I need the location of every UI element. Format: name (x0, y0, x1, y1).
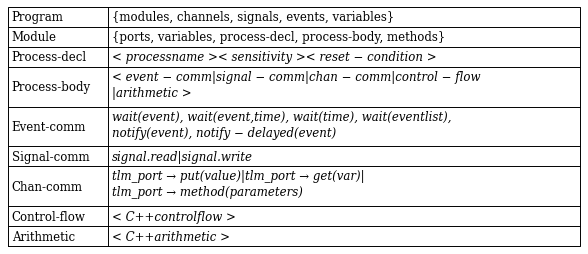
Text: Process-decl: Process-decl (12, 51, 87, 64)
Text: notify(event), notify − delayed(event): notify(event), notify − delayed(event) (112, 126, 336, 139)
Text: tlm_port → method(parameters): tlm_port → method(parameters) (112, 186, 303, 199)
Text: {modules, channels, signals, events, variables}: {modules, channels, signals, events, var… (112, 11, 395, 24)
Text: Arithmetic: Arithmetic (12, 230, 75, 243)
Text: Module: Module (12, 31, 57, 44)
Text: < processname >< sensitivity >< reset − condition >: < processname >< sensitivity >< reset − … (112, 51, 437, 64)
Text: Process-body: Process-body (12, 81, 91, 94)
Text: < C++arithmetic >: < C++arithmetic > (112, 230, 230, 243)
Text: Signal-comm: Signal-comm (12, 150, 89, 163)
Text: signal.read|signal.write: signal.read|signal.write (112, 150, 253, 163)
Text: Control-flow: Control-flow (12, 210, 86, 223)
Text: Program: Program (12, 11, 64, 24)
Text: Chan-comm: Chan-comm (12, 180, 83, 193)
Text: wait(event), wait(event,time), wait(time), wait(eventlist),: wait(event), wait(event,time), wait(time… (112, 110, 452, 123)
Text: |arithmetic >: |arithmetic > (112, 86, 192, 99)
Text: tlm_port → put(value)|tlm_port → get(var)|: tlm_port → put(value)|tlm_port → get(var… (112, 170, 365, 183)
Text: Event-comm: Event-comm (12, 121, 86, 133)
Text: < event − comm|signal − comm|chan − comm|control − flow: < event − comm|signal − comm|chan − comm… (112, 71, 480, 84)
Text: {ports, variables, process-decl, process-body, methods}: {ports, variables, process-decl, process… (112, 31, 445, 44)
Text: < C++controlflow >: < C++controlflow > (112, 210, 236, 223)
